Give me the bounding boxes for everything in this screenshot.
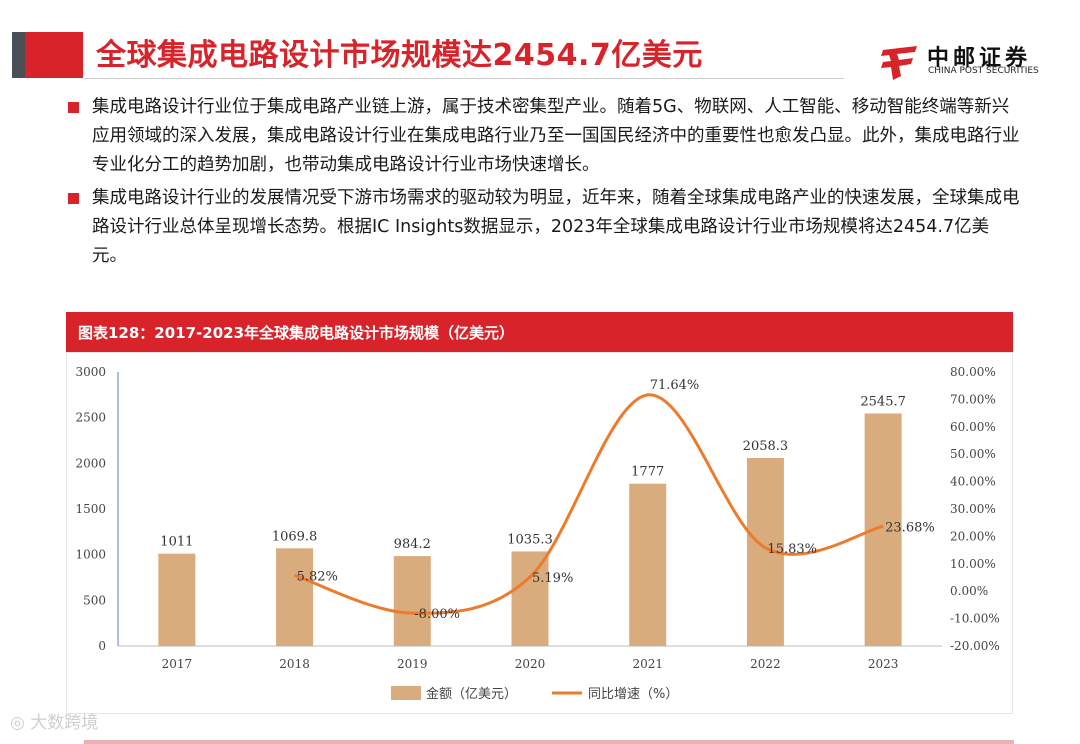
watermark: ◎ 大数跨境 bbox=[10, 708, 98, 733]
x-tick-label: 2022 bbox=[750, 657, 781, 671]
bottom-strip bbox=[84, 740, 1014, 744]
bullet-text: 集成电路设计行业位于集成电路产业链上游，属于技术密集型产业。随着5G、物联网、人… bbox=[92, 97, 1020, 175]
chart-frame bbox=[66, 352, 1013, 714]
bullet-item: 集成电路设计行业的发展情况受下游市场需求的驱动较为明显，近年来，随着全球集成电路… bbox=[62, 184, 1022, 271]
growth-rate-line bbox=[294, 393, 884, 615]
page-title: 全球集成电路设计市场规模达2454.7亿美元 bbox=[96, 38, 703, 73]
bullet-list: 集成电路设计行业位于集成电路产业链上游，属于技术密集型产业。随着5G、物联网、人… bbox=[62, 93, 1022, 275]
bar-value-label: 2545.7 bbox=[860, 394, 906, 409]
bullet-text: 集成电路设计行业的发展情况受下游市场需求的驱动较为明显，近年来，随着全球集成电路… bbox=[92, 188, 1020, 266]
x-tick-label: 2017 bbox=[162, 657, 193, 671]
line-value-label: -8.00% bbox=[414, 607, 460, 622]
line-value-label: 23.68% bbox=[885, 520, 935, 535]
x-tick-label: 2023 bbox=[868, 657, 899, 671]
y-right-tick-label: 30.00% bbox=[950, 502, 996, 516]
x-tick-label: 2018 bbox=[279, 657, 310, 671]
bullet-item: 集成电路设计行业位于集成电路产业链上游，属于技术密集型产业。随着5G、物联网、人… bbox=[62, 93, 1022, 180]
line-value-label: 15.83% bbox=[767, 542, 817, 557]
bar-2017 bbox=[158, 553, 196, 646]
line-value-label: 5.82% bbox=[297, 569, 338, 584]
y-right-tick-label: 10.00% bbox=[950, 557, 996, 571]
logo-chinese-name: 中邮证券 bbox=[927, 46, 1032, 71]
market-size-chart: 0 500 1000 1500 2000 2500 3000 -20.00% -10.00% 0.… bbox=[75, 365, 1000, 702]
y-right-tick-label: 0.00% bbox=[950, 584, 988, 598]
y-right-tick-label: 20.00% bbox=[950, 529, 996, 543]
bar-2018 bbox=[276, 548, 314, 646]
y-right-tick-label: 70.00% bbox=[950, 392, 996, 406]
y-left-tick-label: 1000 bbox=[75, 548, 106, 562]
header-accent-gray bbox=[12, 32, 25, 78]
y-left-tick-label: 1500 bbox=[75, 502, 106, 516]
bar-2021 bbox=[629, 483, 667, 646]
header-divider bbox=[84, 78, 844, 79]
x-tick-label: 2019 bbox=[397, 657, 428, 671]
line-value-label: 5.19% bbox=[532, 571, 573, 586]
y-left-tick-label: 500 bbox=[83, 593, 106, 607]
figure-title: 图表128：2017-2023年全球集成电路设计市场规模（亿美元） bbox=[78, 324, 515, 342]
logo-mark-icon bbox=[881, 46, 917, 80]
watermark-text: 大数跨境 bbox=[30, 713, 99, 733]
bar-2020 bbox=[511, 551, 549, 646]
y-left-tick-label: 3000 bbox=[75, 365, 106, 379]
legend-label-bar: 金额（亿美元） bbox=[426, 686, 517, 702]
x-tick-label: 2020 bbox=[515, 657, 546, 671]
line-value-label: 71.64% bbox=[650, 378, 700, 393]
company-logo: 中邮证券 CHINA POST SECURITIES bbox=[875, 40, 1065, 82]
legend-swatch-bar bbox=[391, 686, 421, 700]
y-right-tick-label: 50.00% bbox=[950, 447, 996, 461]
y-right-tick-label: 60.00% bbox=[950, 420, 996, 434]
bar-value-label: 1035.3 bbox=[507, 532, 553, 547]
y-right-tick-label: -10.00% bbox=[950, 612, 1000, 626]
header-accent-red bbox=[25, 32, 83, 78]
y-right-tick-label: 40.00% bbox=[950, 475, 996, 489]
y-left-tick-label: 0 bbox=[98, 639, 106, 653]
y-left-tick-label: 2000 bbox=[75, 456, 106, 470]
bar-value-label: 1011 bbox=[160, 535, 193, 550]
x-tick-label: 2021 bbox=[632, 657, 663, 671]
bar-value-label: 984.2 bbox=[394, 537, 431, 552]
legend-label-line: 同比增速（%） bbox=[588, 687, 678, 702]
y-left-tick-label: 2500 bbox=[75, 411, 106, 425]
y-right-tick-label: -20.00% bbox=[950, 639, 1000, 653]
bullet-marker bbox=[68, 193, 79, 204]
bullet-marker bbox=[68, 102, 79, 113]
figure-title-bar: 图表128：2017-2023年全球集成电路设计市场规模（亿美元） bbox=[66, 312, 1013, 352]
y-right-tick-label: 80.00% bbox=[950, 365, 996, 379]
bar-2019 bbox=[393, 556, 431, 646]
logo-english-name: CHINA POST SECURITIES bbox=[928, 66, 1039, 76]
bar-value-label: 1069.8 bbox=[272, 529, 318, 544]
bar-value-label: 1777 bbox=[631, 465, 664, 480]
watermark-icon: ◎ bbox=[10, 713, 31, 733]
bar-value-label: 2058.3 bbox=[743, 439, 789, 454]
